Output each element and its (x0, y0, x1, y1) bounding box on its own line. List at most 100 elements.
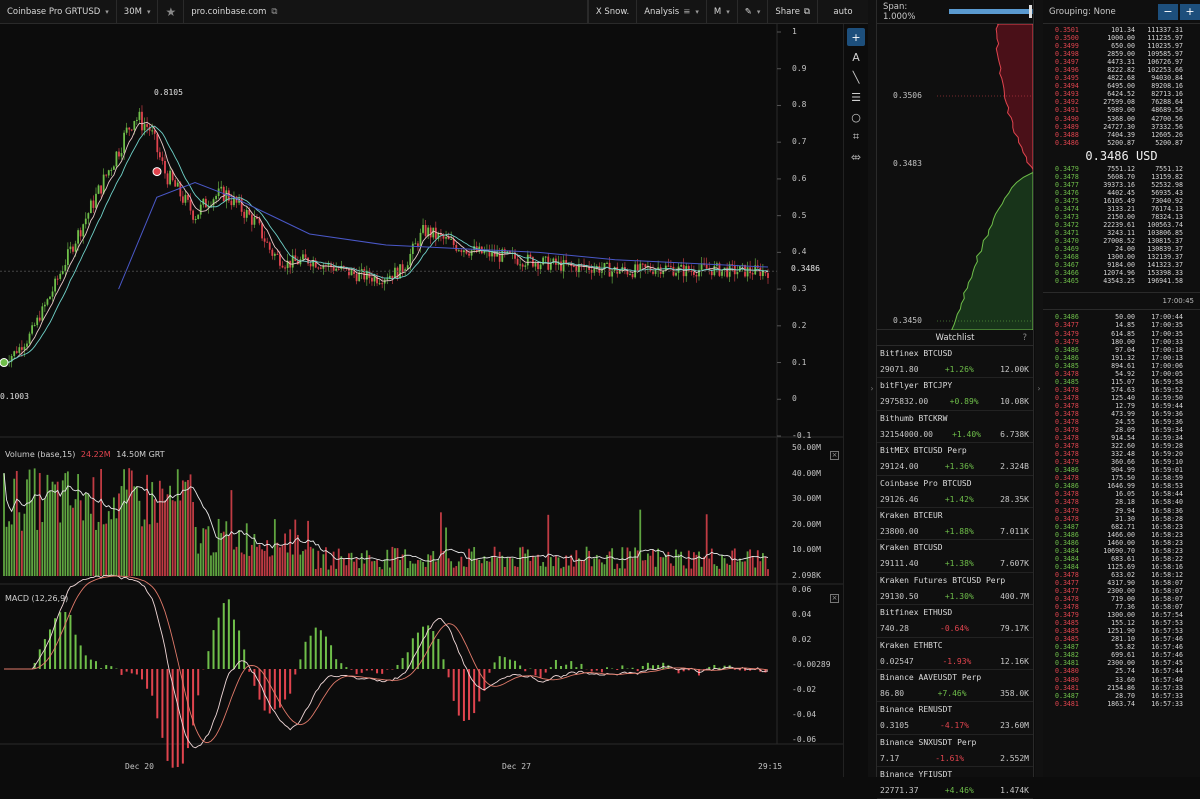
orderbook-total: 100563.74 (1135, 221, 1187, 229)
url-field[interactable]: pro.coinbase.com⧉ (184, 0, 588, 24)
span-slider[interactable] (949, 9, 1033, 14)
collapse-right-panel-icon[interactable]: › (1035, 0, 1043, 777)
crosshair-plus-icon[interactable]: + (847, 28, 865, 46)
analysis-menu-button[interactable]: Analysis≡▾ (637, 0, 707, 24)
watchlist-item-price: 29111.40 (880, 559, 919, 568)
move-tool-icon[interactable]: ⤄ (847, 148, 865, 166)
grouping-plus-button[interactable]: + (1180, 4, 1200, 20)
candle-body (305, 254, 307, 257)
volume-bar (11, 524, 13, 576)
interval-selector[interactable]: 30M▾ (117, 0, 159, 24)
share-button[interactable]: Share⧉ (768, 0, 818, 24)
macd-histogram-bar (437, 639, 439, 669)
circle-tool-icon[interactable]: ○ (847, 108, 865, 126)
mode-selector[interactable]: M▾ (707, 0, 738, 24)
candle-body (13, 351, 15, 356)
watchlist-item-price: 29071.80 (880, 365, 919, 374)
line-tool-icon[interactable]: ╲ (847, 68, 865, 86)
fib-tool-icon[interactable]: ☰ (847, 88, 865, 106)
trade-price: 0.3478 (1043, 370, 1089, 378)
draw-tool-selector[interactable]: ✎▾ (738, 0, 769, 24)
orderbook-total: 48689.56 (1135, 106, 1187, 114)
candle-body (752, 273, 754, 274)
macd-histogram-bar (366, 669, 368, 671)
volume-bar (3, 473, 5, 576)
volume-bar (141, 526, 143, 576)
measure-tool-icon[interactable]: ⌗ (847, 128, 865, 146)
volume-bar (586, 547, 588, 576)
trade-size: 2300.00 (1089, 659, 1135, 667)
candle-body (527, 255, 529, 266)
volume-bar (105, 524, 107, 576)
volume-bar (52, 482, 54, 576)
close-macd-panel-icon[interactable]: × (830, 594, 839, 603)
volume-bar (540, 566, 542, 576)
candle-body (266, 242, 268, 243)
trade-price: 0.3478 (1043, 515, 1089, 523)
symbol-selector[interactable]: Coinbase Pro GRTUSD▾ (0, 0, 117, 24)
span-slider-knob[interactable] (1029, 5, 1032, 18)
collapse-left-panel-icon[interactable]: › (868, 0, 876, 777)
grouping-minus-button[interactable]: − (1158, 4, 1178, 20)
volume-bar (284, 534, 286, 576)
scale-auto-button[interactable]: auto (818, 0, 868, 24)
favorite-star-icon[interactable]: ★ (158, 0, 184, 24)
volume-bar (598, 559, 600, 576)
trade-size: 1125.69 (1089, 563, 1135, 571)
candle-body (121, 153, 123, 156)
close-volume-panel-icon[interactable]: × (830, 451, 839, 460)
volume-bar (765, 556, 767, 576)
help-icon[interactable]: ? (1022, 333, 1027, 343)
snow-toggle-button[interactable]: X Snow. (588, 0, 637, 24)
text-tool-icon[interactable]: A (847, 48, 865, 66)
candle-body (139, 112, 141, 120)
volume-bar (182, 480, 184, 576)
